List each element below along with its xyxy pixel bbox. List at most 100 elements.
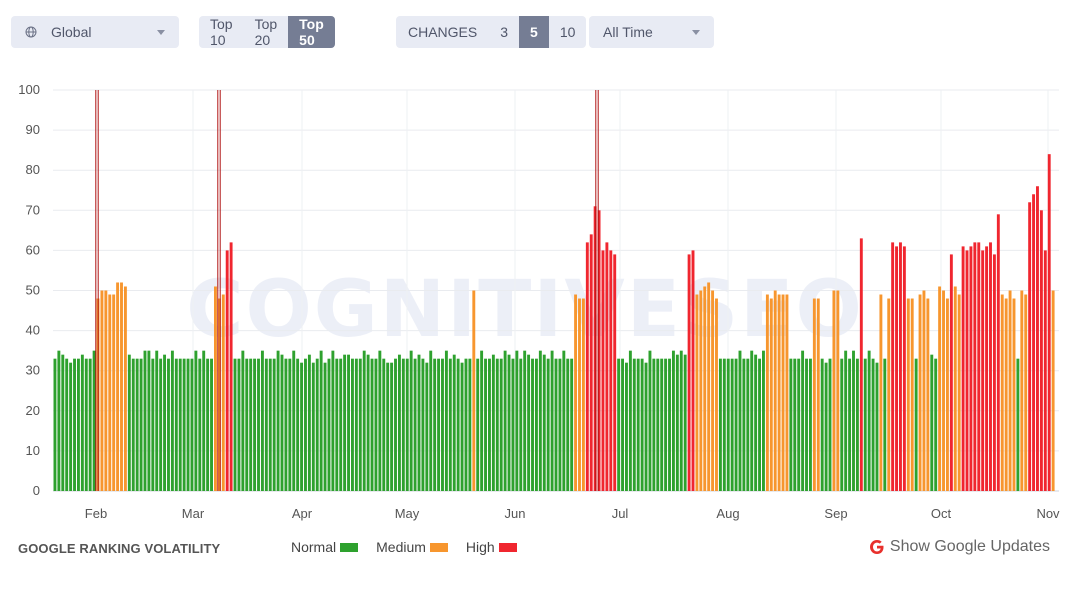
bar-normal[interactable] (840, 358, 844, 491)
bar-normal[interactable] (386, 362, 390, 491)
bar-high[interactable] (992, 254, 996, 491)
bar-normal[interactable] (867, 350, 871, 491)
bar-normal[interactable] (875, 362, 879, 491)
bar-normal[interactable] (754, 354, 758, 491)
bar-normal[interactable] (617, 358, 621, 491)
bar-medium[interactable] (1051, 290, 1055, 492)
bar-normal[interactable] (92, 350, 96, 491)
bar-normal[interactable] (264, 358, 268, 491)
top-20-option[interactable]: Top 20 (254, 16, 278, 48)
bar-normal[interactable] (726, 358, 730, 491)
bar-normal[interactable] (625, 362, 628, 491)
bar-normal[interactable] (738, 350, 742, 491)
bar-normal[interactable] (499, 358, 503, 491)
bar-high[interactable] (585, 242, 589, 491)
bar-medium[interactable] (699, 290, 703, 492)
bar-normal[interactable] (480, 350, 484, 491)
bar-medium[interactable] (116, 282, 120, 491)
bar-normal[interactable] (151, 358, 155, 491)
bar-high[interactable] (613, 254, 617, 491)
bar-high[interactable] (1032, 194, 1036, 491)
bar-normal[interactable] (88, 358, 92, 491)
bar-normal[interactable] (1016, 358, 1020, 491)
changes-3-option[interactable]: 3 (500, 24, 509, 40)
bar-normal[interactable] (53, 358, 57, 491)
bar-medium[interactable] (1024, 294, 1028, 491)
bar-medium[interactable] (957, 294, 961, 491)
bar-medium[interactable] (918, 294, 922, 491)
bar-normal[interactable] (542, 354, 546, 491)
bar-normal[interactable] (844, 350, 848, 491)
bar-normal[interactable] (648, 350, 652, 491)
bar-medium[interactable] (926, 298, 930, 491)
bar-normal[interactable] (722, 358, 726, 491)
bar-normal[interactable] (883, 358, 887, 491)
bar-normal[interactable] (260, 350, 264, 491)
bar-medium[interactable] (922, 290, 926, 492)
bar-high[interactable] (1028, 202, 1032, 491)
bar-normal[interactable] (394, 358, 397, 491)
bar-normal[interactable] (503, 350, 507, 491)
bar-normal[interactable] (930, 354, 934, 491)
changes-5-option[interactable]: 5 (519, 16, 549, 48)
bar-normal[interactable] (69, 362, 73, 491)
changes-10-option[interactable]: 10 (559, 24, 576, 40)
bar-normal[interactable] (495, 358, 499, 491)
bar-normal[interactable] (805, 358, 808, 491)
bar-normal[interactable] (155, 350, 159, 491)
bar-normal[interactable] (354, 358, 358, 491)
bar-high[interactable] (1036, 186, 1039, 491)
bar-normal[interactable] (292, 350, 296, 491)
bar-normal[interactable] (507, 354, 511, 491)
bar-high[interactable] (891, 242, 895, 491)
bar-medium[interactable] (906, 298, 910, 491)
bar-normal[interactable] (421, 358, 425, 491)
bar-normal[interactable] (327, 358, 331, 491)
bar-medium[interactable] (217, 298, 221, 491)
bar-normal[interactable] (182, 358, 186, 491)
bar-high[interactable] (985, 246, 989, 491)
bar-normal[interactable] (679, 350, 683, 491)
bar-normal[interactable] (186, 358, 190, 491)
bar-normal[interactable] (828, 358, 832, 491)
bar-normal[interactable] (797, 358, 801, 491)
bar-medium[interactable] (472, 290, 476, 492)
bar-normal[interactable] (519, 358, 523, 491)
bar-normal[interactable] (934, 358, 938, 491)
bar-medium[interactable] (879, 294, 883, 491)
bar-high[interactable] (859, 238, 863, 491)
bar-normal[interactable] (523, 350, 527, 491)
bar-normal[interactable] (546, 358, 550, 491)
bar-normal[interactable] (343, 354, 347, 491)
bar-high[interactable] (949, 254, 953, 491)
bar-high[interactable] (969, 246, 973, 491)
bar-high[interactable] (601, 250, 605, 491)
bar-high[interactable] (225, 250, 229, 491)
bar-medium[interactable] (120, 282, 123, 491)
bar-normal[interactable] (245, 358, 249, 491)
bar-normal[interactable] (233, 358, 237, 491)
bar-medium[interactable] (777, 294, 781, 491)
bar-normal[interactable] (167, 358, 170, 491)
bar-normal[interactable] (276, 350, 280, 491)
bar-normal[interactable] (257, 358, 260, 491)
bar-normal[interactable] (147, 350, 151, 491)
bar-normal[interactable] (135, 358, 139, 491)
bar-normal[interactable] (268, 358, 272, 491)
bar-medium[interactable] (769, 298, 773, 491)
bar-normal[interactable] (57, 350, 61, 491)
legend-high[interactable]: High (466, 539, 517, 555)
bar-normal[interactable] (77, 358, 80, 491)
bar-normal[interactable] (742, 358, 746, 491)
bar-normal[interactable] (417, 354, 421, 491)
bar-normal[interactable] (491, 354, 495, 491)
bar-normal[interactable] (206, 358, 210, 491)
bar-normal[interactable] (820, 358, 824, 491)
bar-normal[interactable] (636, 358, 640, 491)
bar-normal[interactable] (730, 358, 734, 491)
bar-normal[interactable] (652, 358, 656, 491)
period-dropdown[interactable]: All Time (589, 16, 714, 48)
bar-medium[interactable] (104, 290, 108, 492)
bar-medium[interactable] (765, 294, 769, 491)
bar-normal[interactable] (675, 354, 679, 491)
